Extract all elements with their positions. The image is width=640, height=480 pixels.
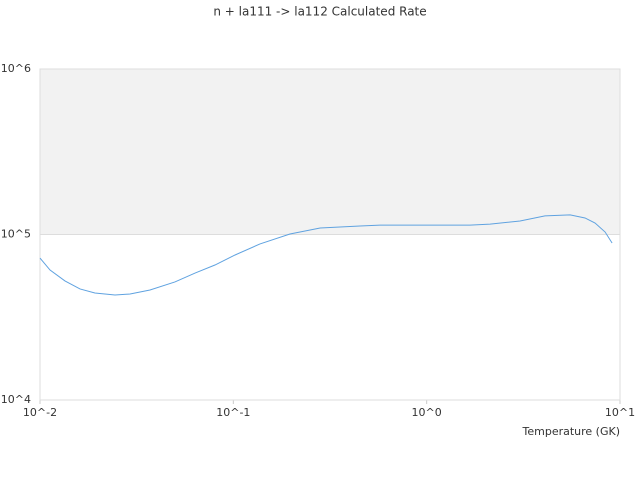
line: [39, 214, 613, 296]
x-axis-label: Temperature (GK): [522, 425, 621, 438]
x-tick-label: 10^0: [412, 406, 442, 419]
y-tick-label: 10^6: [1, 62, 31, 75]
chart-title: n + la111 -> la112 Calculated Rate: [213, 5, 426, 19]
y-tick-label: 10^4: [1, 393, 31, 406]
plot-frame: [39, 68, 621, 401]
x-tick-label: 10^1: [605, 406, 635, 419]
x-tick-label: 10^-1: [216, 406, 250, 419]
x-tick-label: 10^-2: [23, 406, 57, 419]
y-tick-label: 10^5: [1, 228, 31, 241]
band: [40, 69, 620, 235]
